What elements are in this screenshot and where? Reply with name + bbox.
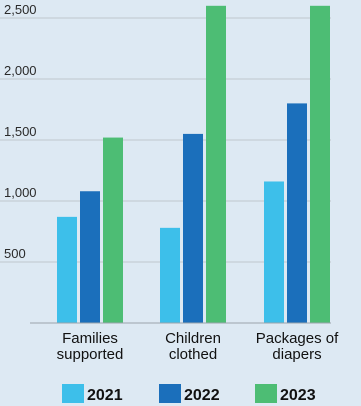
legend-swatch-2021 (62, 384, 84, 403)
legend-label-2023: 2023 (280, 387, 316, 404)
category-label: Packages of (256, 330, 339, 347)
category-label: supported (57, 346, 124, 363)
bar-2022-2 (287, 103, 307, 324)
bar-2021-0 (57, 216, 77, 323)
bar-2022-0 (80, 191, 100, 323)
y-tick-label: 2,000 (4, 63, 37, 78)
y-tick-label: 1,000 (4, 185, 37, 200)
category-label: diapers (272, 346, 321, 363)
legend-swatch-2023 (255, 384, 277, 403)
y-axis-ticks: 500 1,000 1,500 2,000 2,500 (4, 2, 37, 261)
bar-2021-1 (160, 227, 180, 323)
category-label: clothed (169, 346, 217, 363)
bar-2023-0 (103, 137, 123, 323)
category-label: Families (62, 330, 118, 347)
y-tick-label: 1,500 (4, 124, 37, 139)
bar-2023-2 (310, 5, 330, 324)
bar-2023-1 (206, 5, 226, 324)
bars (57, 5, 330, 324)
legend-label-2021: 2021 (87, 387, 123, 404)
legend-label-2022: 2022 (184, 387, 220, 404)
category-label: Children (165, 330, 221, 347)
y-tick-label: 500 (4, 246, 26, 261)
legend: 2021 2022 2023 (62, 384, 316, 404)
y-tick-label: 2,500 (4, 2, 37, 17)
bar-2021-2 (264, 181, 284, 323)
legend-swatch-2022 (159, 384, 181, 403)
bar-2022-1 (183, 133, 203, 323)
